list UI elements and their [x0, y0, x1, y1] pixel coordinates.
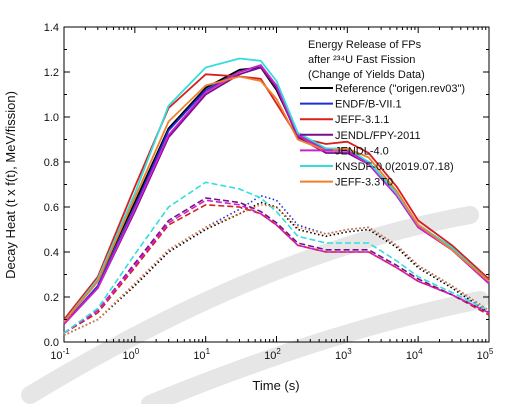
axis-ticks: 10-1 100 101 102 103 104 105 0.0 0.2 0.4 0.6 0.8 1.0… [44, 22, 494, 362]
y-tick-label: 0.8 [44, 157, 59, 169]
series-line-11 [63, 199, 490, 334]
x-tick-label: 105 [477, 347, 494, 362]
legend: Energy Release of FPs after ²³⁴U Fast Fis… [300, 39, 465, 189]
x-tick-label: 100 [122, 347, 139, 362]
series-line-10 [63, 197, 490, 334]
legend-entry: JEFF-3.3T0 [335, 177, 393, 189]
legend-title-line: Energy Release of FPs [308, 39, 422, 51]
y-tick-label: 1.4 [44, 22, 59, 34]
legend-entry: JENDL-4.0 [335, 145, 389, 157]
x-tick-label: 10-1 [50, 347, 70, 362]
plot-frame [63, 26, 490, 343]
series-line-3 [63, 66, 490, 325]
x-tick-label: 103 [335, 347, 352, 362]
legend-entry: KNSDF-0.0(2019.07.18) [335, 161, 454, 173]
y-axis-label: Decay Heat (t x f(t), MeV/fission) [3, 91, 18, 279]
x-tick-label: 101 [193, 347, 210, 362]
legend-title-line: (Change of Yields Data) [308, 69, 425, 81]
series-line-12 [63, 181, 490, 334]
y-tick-label: 0.6 [44, 202, 59, 214]
series-line-6 [63, 75, 490, 323]
x-axis-label: Time (s) [252, 378, 299, 393]
legend-entry: ENDF/B-VII.1 [335, 99, 402, 111]
series-layer [63, 57, 490, 337]
legend-title-line: after ²³⁴U Fast Fission [308, 54, 415, 66]
y-tick-label: 0.2 [44, 292, 59, 304]
watermark-swoosh [21, 206, 489, 404]
y-tick-label: 1.0 [44, 112, 59, 124]
series-line-4 [63, 64, 490, 325]
legend-entry: JENDL/FPY-2011 [335, 130, 421, 142]
x-tick-label: 102 [264, 347, 281, 362]
series-line-13 [63, 204, 490, 337]
y-tick-label: 1.2 [44, 67, 59, 79]
x-tick-label: 104 [406, 347, 423, 362]
legend-entry: Reference ("origen.rev03") [335, 83, 465, 95]
y-tick-label: 0.0 [44, 337, 59, 349]
legend-entry: JEFF-3.1.1 [335, 114, 389, 126]
y-tick-label: 0.4 [44, 247, 59, 259]
